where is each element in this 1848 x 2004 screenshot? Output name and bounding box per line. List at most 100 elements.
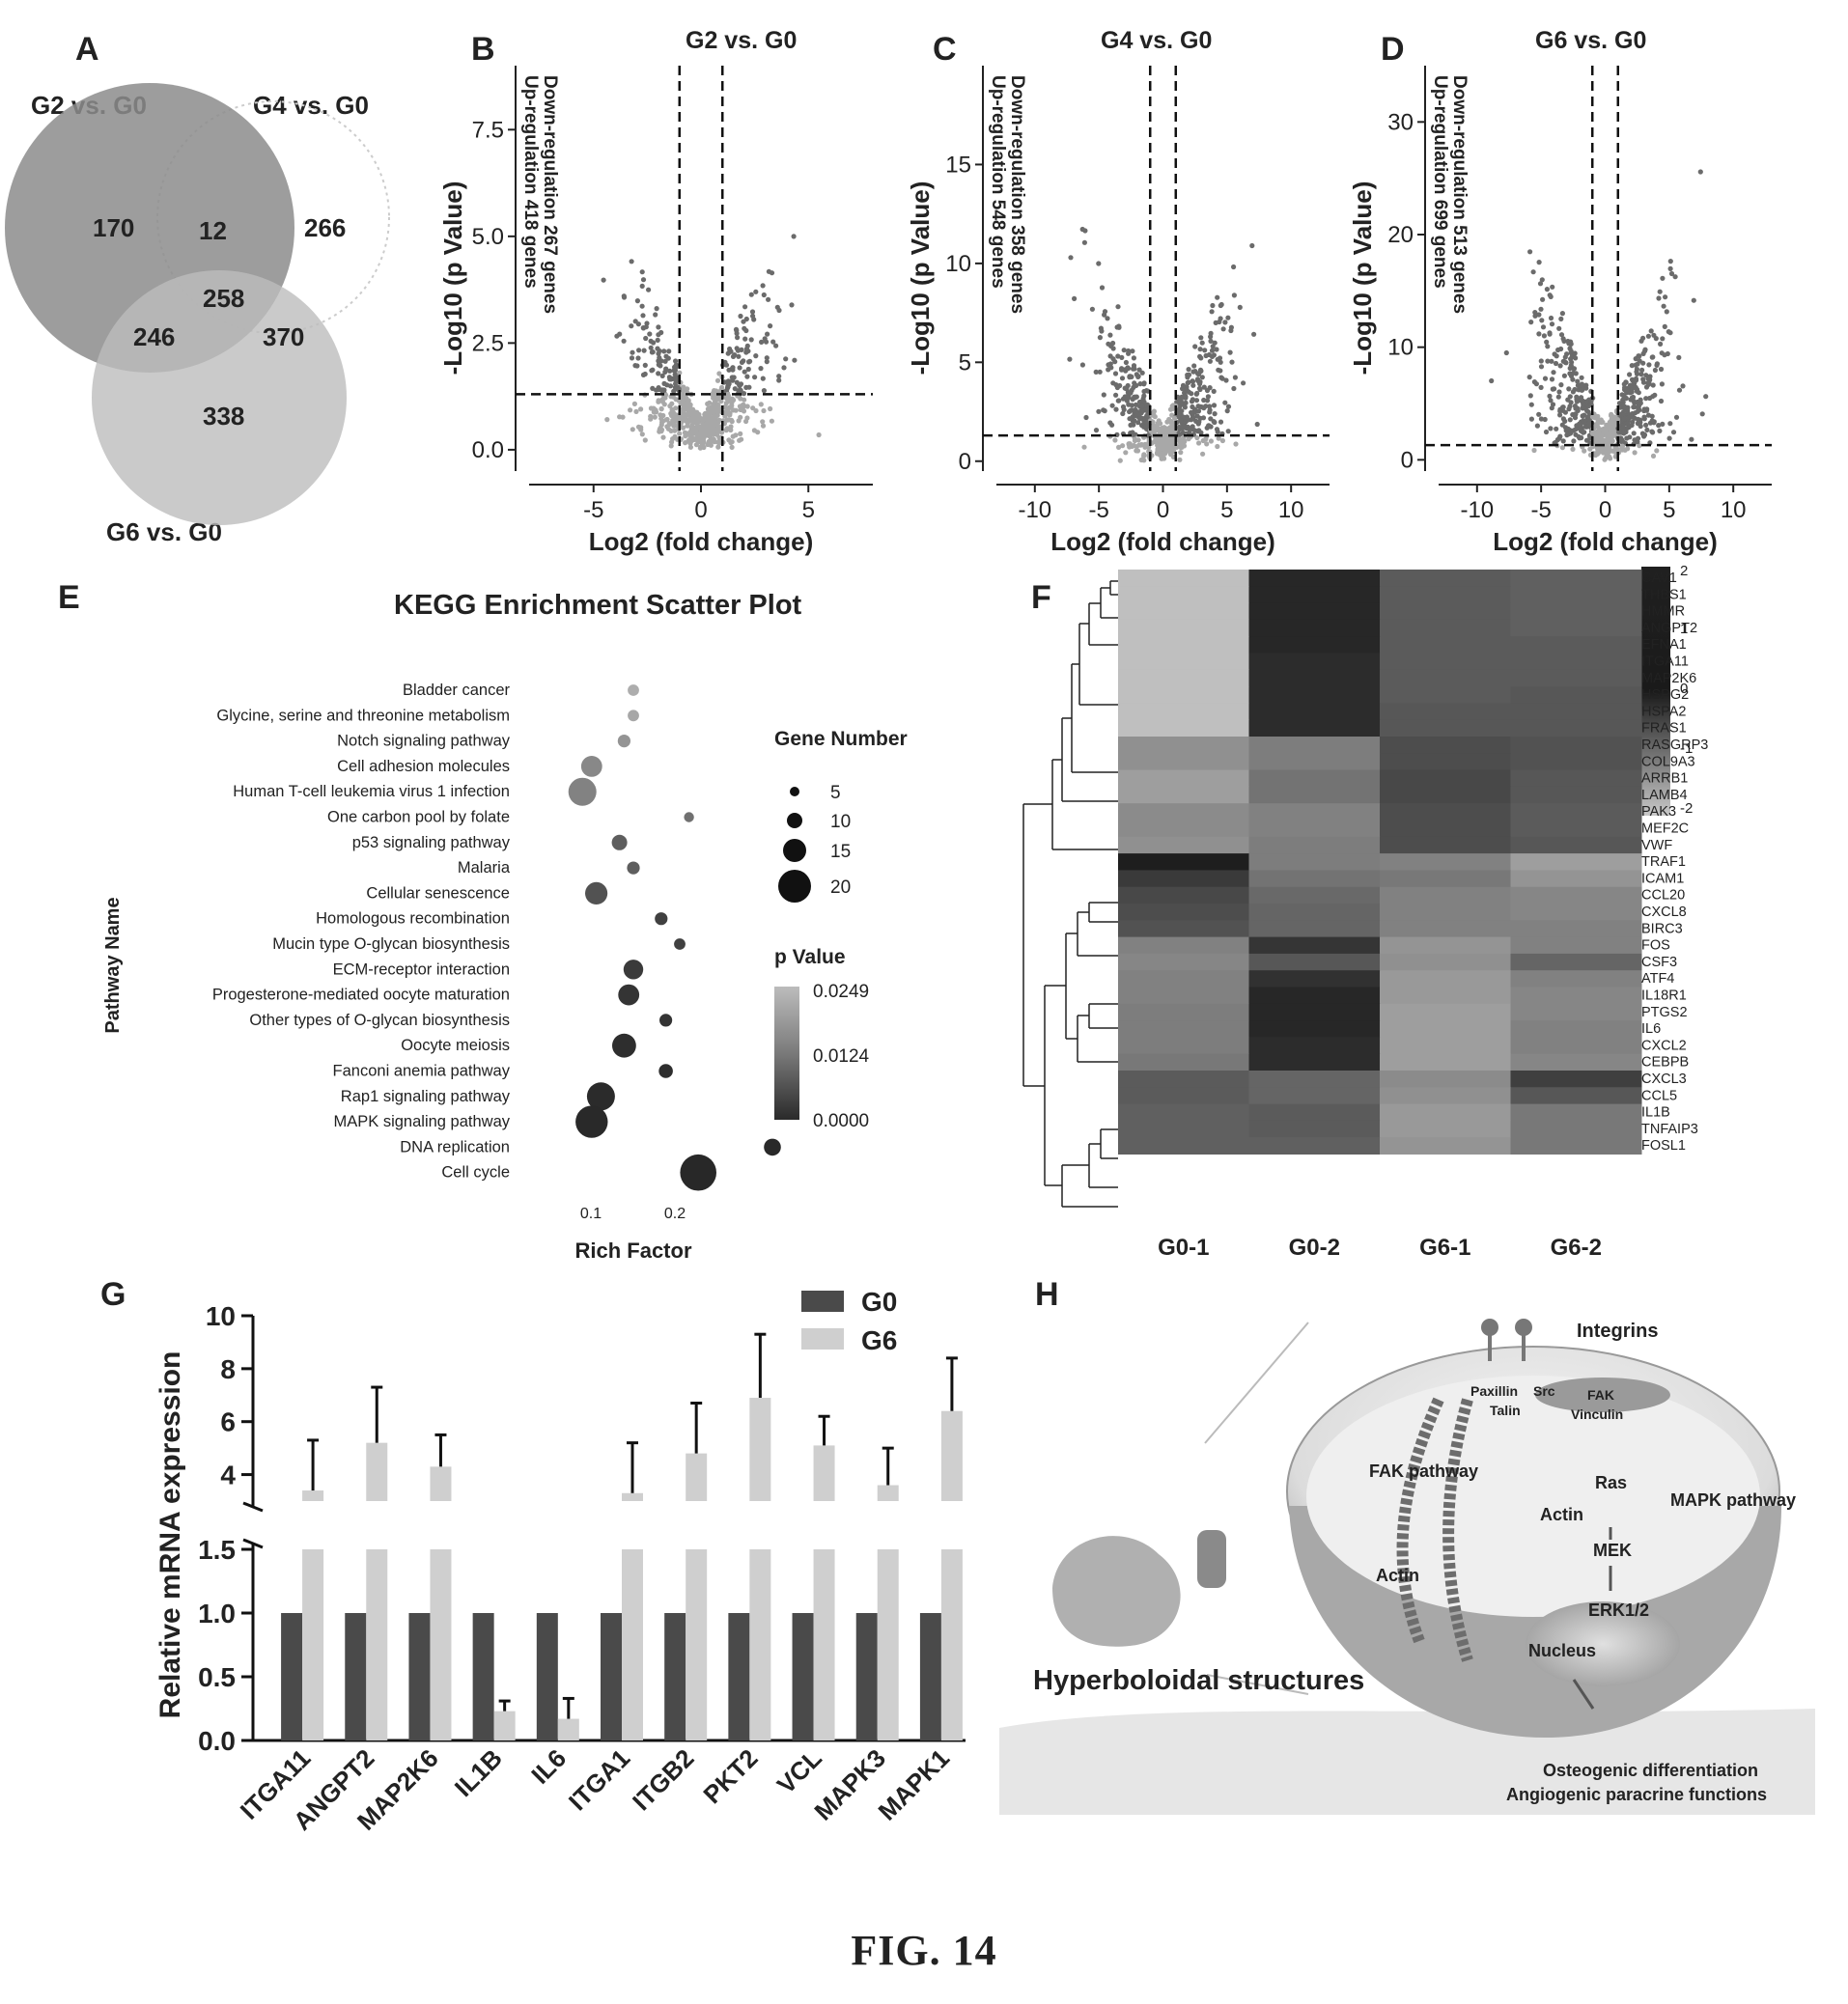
heatmap-cell [1118, 970, 1249, 988]
volcano-point [673, 386, 680, 392]
volcano-point [1597, 427, 1603, 432]
heatmap-cell [1380, 936, 1511, 955]
volcano-point [1538, 358, 1544, 364]
kegg-pathway-label: Cell adhesion molecules [337, 758, 510, 775]
heatmap-gene-label: ATF4 [1641, 971, 1674, 987]
volcano-point [1571, 366, 1578, 372]
bar-g6 [557, 1718, 579, 1740]
volcano-point [1568, 362, 1574, 369]
venn-region-g4-g6: 370 [263, 322, 304, 351]
volcano-point [1126, 366, 1132, 372]
volcano-x-tick: 0 [694, 497, 707, 523]
volcano-point [1556, 389, 1562, 395]
volcano-point [758, 366, 764, 372]
volcano-point [715, 444, 721, 450]
heatmap-cell [1248, 769, 1381, 788]
volcano-point [718, 399, 724, 404]
volcano-point [1200, 437, 1206, 444]
volcano-point [735, 335, 741, 341]
volcano-point [1550, 284, 1555, 290]
volcano-point [1139, 403, 1145, 409]
heatmap-cell [1510, 686, 1642, 704]
heatmap-cell [1118, 1120, 1249, 1138]
volcano-point [1190, 369, 1196, 375]
volcano-point [687, 444, 694, 450]
volcano-x-axis-label: Log2 (fold change) [589, 527, 814, 556]
heatmap-gene-label: FOSL1 [1641, 1138, 1686, 1154]
volcano-point [1598, 435, 1604, 441]
volcano-point [1110, 340, 1116, 347]
volcano-point [641, 348, 647, 353]
heatmap-cell [1510, 719, 1642, 738]
volcano-point [1667, 259, 1673, 264]
volcano-title: G4 vs. G0 [1101, 27, 1212, 54]
volcano-point [1643, 396, 1649, 402]
bar-g6 [430, 1466, 452, 1501]
volcano-point [1204, 398, 1211, 404]
kegg-point [628, 684, 639, 696]
volcano-point [634, 363, 640, 369]
volcano-point [1657, 289, 1663, 294]
label-osteogenic: Osteogenic differentiation [1543, 1761, 1758, 1780]
volcano-point [1231, 385, 1237, 392]
volcano-point [1143, 423, 1149, 429]
volcano-point [1227, 349, 1233, 355]
volcano-point [1142, 407, 1149, 413]
volcano-point [1097, 369, 1103, 375]
volcano-point [1216, 367, 1221, 373]
heatmap-cell [1380, 619, 1511, 637]
volcano-point [746, 359, 752, 365]
kegg-point [628, 710, 639, 722]
heatmap-dendrogram [1022, 580, 1118, 1208]
heatmap-gene-label: IL6 [1641, 1021, 1661, 1037]
volcano-point [1565, 426, 1571, 431]
volcano-title: G6 vs. G0 [1535, 27, 1646, 54]
volcano-point [1198, 369, 1204, 375]
volcano-point [1573, 427, 1579, 432]
volcano-point [1126, 350, 1132, 356]
volcano-point [1676, 387, 1683, 393]
kegg-point [580, 756, 602, 777]
volcano-point [1128, 407, 1134, 413]
heatmap-cell [1118, 920, 1249, 938]
volcano-point [1178, 417, 1184, 424]
panel-e-kegg: E KEGG Enrichment Scatter Plot Pathway N… [58, 579, 908, 1263]
zoom-lines [1204, 1322, 1309, 1695]
volcano-point [1207, 358, 1213, 364]
volcano-up-count: Up-regulation 418 genes [520, 75, 541, 289]
heatmap-gene-label: CCL5 [1641, 1088, 1677, 1103]
volcano-point [1644, 406, 1650, 412]
heatmap-gene-label: ARRB1 [1641, 771, 1688, 787]
volcano-point [1664, 309, 1669, 315]
volcano-y-axis-label: -Log10 (p Value) [906, 181, 935, 376]
kegg-pathway-label: Rap1 signaling pathway [341, 1088, 511, 1105]
heatmap-cell [1380, 1137, 1511, 1155]
venn-region-g2-g6: 246 [133, 322, 175, 351]
bar-y-tick: 6 [220, 1407, 236, 1437]
volcano-point [768, 323, 773, 329]
volcano-point [1697, 169, 1703, 175]
bar-category-label: MAPK1 [873, 1743, 956, 1826]
volcano-point [752, 375, 758, 380]
volcano-point [700, 416, 706, 422]
volcano-point [1068, 255, 1074, 261]
heatmap-cell [1510, 1071, 1642, 1088]
volcano-point [1571, 370, 1577, 376]
volcano-point [639, 269, 645, 275]
volcano-point [1110, 380, 1116, 386]
heatmap-gene-label: PTGS2 [1641, 1005, 1688, 1020]
heatmap-cell [1118, 703, 1249, 721]
volcano-point [664, 416, 670, 423]
heatmap-cell [1380, 737, 1511, 754]
volcano-point [1218, 302, 1223, 309]
volcano-point [697, 425, 703, 431]
heatmap-cell [1118, 803, 1249, 821]
volcano-x-tick: 10 [1278, 497, 1304, 523]
size-legend-dot [790, 787, 799, 796]
volcano-point [1195, 404, 1201, 409]
kegg-x-tick: 0.1 [580, 1206, 602, 1222]
volcano-up-count: Up-regulation 548 genes [988, 75, 1008, 289]
volcano-y-tick: 5.0 [472, 224, 504, 250]
volcano-point [1155, 426, 1161, 431]
volcano-point [630, 349, 635, 355]
